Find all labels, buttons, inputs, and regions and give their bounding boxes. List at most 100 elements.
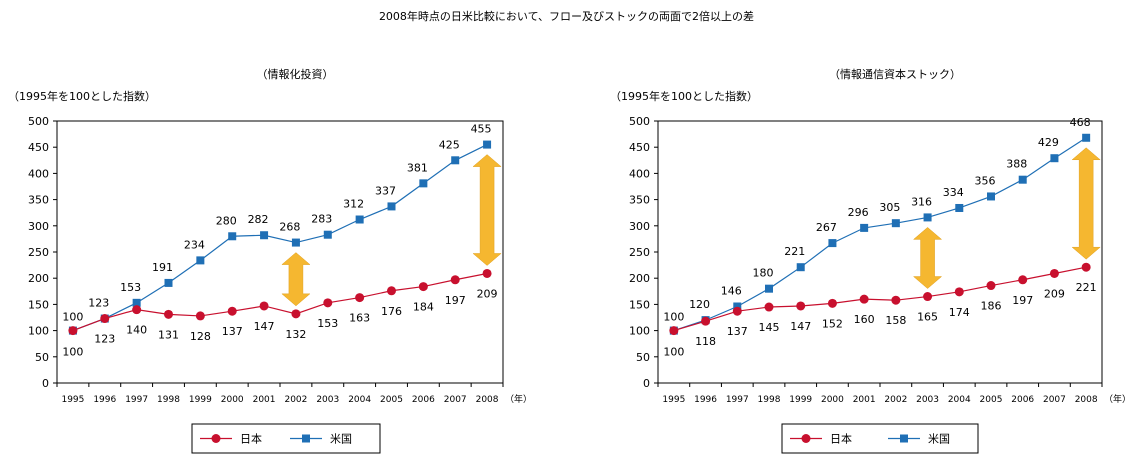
legend-marker-usa [302, 434, 310, 443]
x-tick-label: 1995 [662, 395, 685, 405]
data-label-usa: 381 [407, 161, 428, 174]
point-japan [764, 302, 774, 312]
data-label-japan: 132 [285, 328, 306, 341]
point-usa [228, 232, 237, 241]
data-label-usa: 120 [689, 298, 710, 311]
point-usa [1018, 175, 1027, 184]
y-tick-label: 0 [643, 377, 650, 390]
data-label-usa: 146 [721, 284, 742, 297]
series-line-japan [673, 266, 1087, 332]
legend-marker-usa [900, 434, 908, 443]
x-tick-label: 1999 [789, 395, 812, 405]
gap-arrow [1071, 147, 1101, 260]
data-label-usa: 180 [753, 267, 774, 280]
data-label-usa: 337 [375, 184, 396, 197]
legend-label-usa: 米国 [330, 433, 352, 446]
data-label-usa: 316 [911, 195, 932, 208]
point-japan [355, 293, 365, 303]
x-tick-label: 2000 [221, 395, 244, 405]
point-usa [891, 219, 900, 228]
x-axis-unit: （年） [505, 393, 532, 405]
point-usa [1082, 133, 1091, 142]
point-usa [1050, 154, 1059, 163]
y-tick-label: 150 [28, 298, 49, 311]
data-label-usa: 191 [152, 261, 173, 274]
y-tick-label: 350 [629, 194, 650, 207]
data-label-usa: 388 [1006, 158, 1027, 171]
point-usa [387, 202, 396, 211]
legend-marker-japan [801, 434, 811, 443]
y-tick-label: 500 [28, 115, 49, 128]
point-usa [260, 231, 269, 240]
data-label-japan: 131 [158, 328, 179, 341]
data-label-usa: 455 [471, 123, 492, 136]
x-tick-label: 1997 [726, 395, 749, 405]
x-tick-label: 2003 [916, 395, 939, 405]
x-axis-unit: （年） [1104, 393, 1131, 405]
point-usa [419, 179, 428, 188]
x-tick-label: 2007 [444, 395, 467, 405]
point-japan [827, 298, 837, 308]
data-label-japan: 137 [222, 325, 243, 338]
chart-title: （情報通信資本ストック） [829, 67, 961, 81]
point-usa [483, 140, 492, 149]
data-label-japan: 100 [663, 346, 684, 359]
y-tick-label: 150 [629, 298, 650, 311]
x-tick-label: 1996 [694, 395, 717, 405]
data-label-usa: 234 [184, 238, 205, 251]
x-tick-label: 2007 [1043, 395, 1066, 405]
point-japan [164, 309, 173, 319]
point-japan [796, 301, 806, 311]
y-tick-label: 450 [28, 141, 49, 154]
x-tick-label: 2003 [316, 395, 339, 405]
data-label-japan: 147 [254, 320, 275, 333]
data-label-japan: 197 [445, 294, 466, 307]
y-axis-label: （1995年を100とした指数） [610, 89, 758, 103]
x-tick-label: 2000 [821, 395, 844, 405]
point-japan [1049, 268, 1059, 278]
point-japan [482, 268, 492, 278]
data-label-usa: 296 [848, 206, 869, 219]
legend-label-japan: 日本 [830, 432, 852, 446]
series-line-japan [72, 272, 488, 332]
y-tick-label: 200 [28, 272, 49, 285]
point-japan [68, 326, 78, 336]
point-japan [954, 287, 964, 297]
y-tick-label: 300 [629, 220, 650, 233]
point-japan [323, 298, 333, 308]
data-label-japan: 209 [1044, 287, 1065, 300]
data-label-usa: 305 [879, 201, 900, 214]
point-usa [828, 239, 837, 248]
x-tick-label: 1997 [125, 395, 148, 405]
point-japan [1081, 262, 1091, 272]
data-label-usa: 282 [248, 213, 269, 226]
data-label-japan: 140 [126, 324, 147, 337]
point-japan [701, 316, 711, 326]
y-tick-label: 100 [629, 325, 650, 338]
page-title: 2008年時点の日米比較において、フロー及びストックの両面で2倍以上の差 [378, 10, 755, 23]
point-usa [355, 215, 364, 224]
data-label-usa: 100 [62, 311, 83, 324]
y-tick-label: 500 [629, 115, 650, 128]
point-japan [1018, 275, 1028, 285]
point-japan [923, 292, 933, 302]
x-tick-label: 1998 [157, 395, 180, 405]
point-usa [987, 192, 995, 201]
point-japan [259, 301, 269, 311]
point-usa [923, 213, 932, 222]
point-usa [733, 302, 742, 311]
gap-arrow [472, 154, 502, 266]
point-usa [451, 156, 460, 165]
data-label-usa: 280 [216, 214, 237, 227]
data-label-japan: 163 [349, 312, 370, 325]
point-usa [765, 284, 773, 293]
data-label-usa: 221 [784, 245, 805, 258]
point-japan [291, 309, 301, 319]
point-japan [891, 295, 901, 305]
x-tick-label: 2001 [253, 395, 276, 405]
data-label-japan: 147 [790, 320, 811, 333]
y-tick-label: 200 [629, 272, 650, 285]
y-tick-label: 350 [28, 194, 49, 207]
